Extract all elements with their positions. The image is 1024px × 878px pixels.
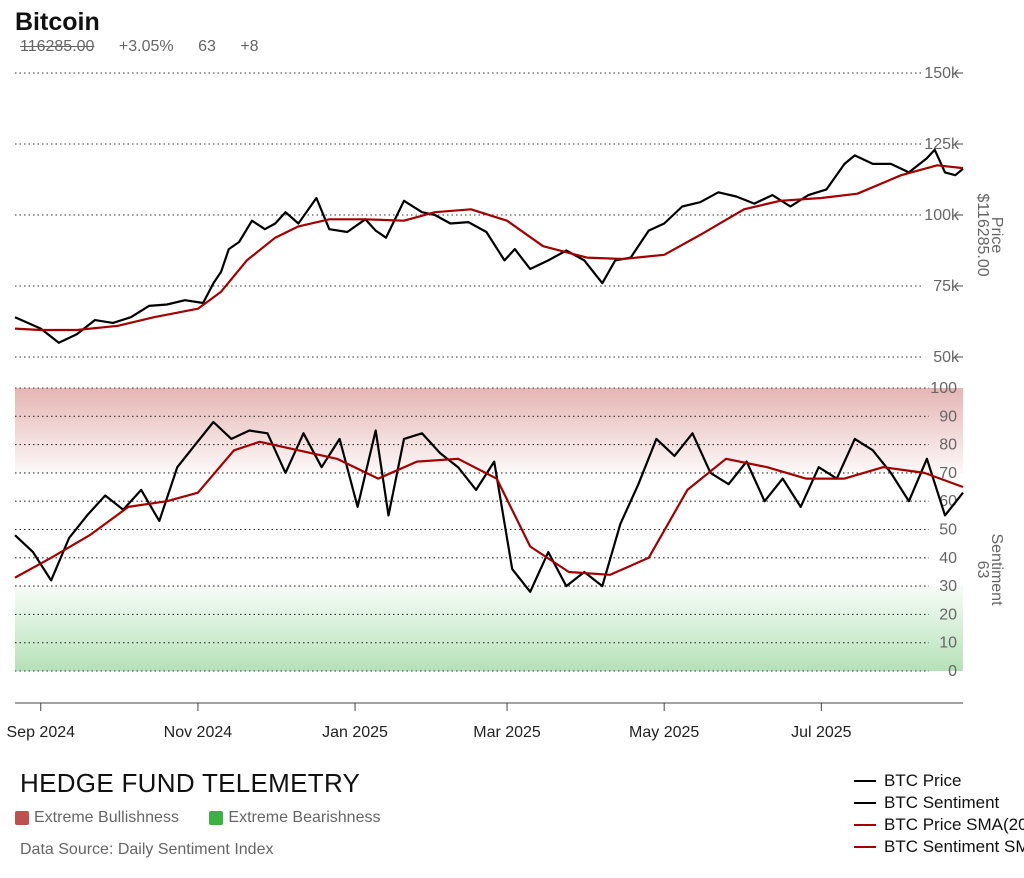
- data-source: Data Source: Daily Sentiment Index: [20, 841, 274, 858]
- current-price: 116285.00: [20, 38, 95, 55]
- extreme-bullish-zone: [15, 388, 963, 473]
- legend: BTC Price BTC Sentiment BTC Price SMA(20…: [854, 770, 1024, 858]
- btc-price-sma-line: [14, 164, 964, 332]
- price-tick-label: 125k: [924, 136, 960, 153]
- legend-label: BTC Sentiment SMA(20): [884, 837, 1024, 856]
- legend-label: BTC Price: [884, 771, 962, 790]
- legend-swatch: [854, 802, 876, 804]
- sentiment-axis-title: Sentiment63: [974, 533, 1005, 606]
- legend-item-price-sma: BTC Price SMA(20): [854, 814, 1024, 836]
- x-tick-label: Jul 2025: [791, 724, 852, 741]
- legend-swatch: [854, 780, 876, 782]
- sentiment-tick-label: 70: [939, 465, 957, 482]
- btc-sentiment-sma-line: [14, 440, 964, 579]
- btc-price-line: [14, 148, 964, 344]
- x-tick-label: Jan 2025: [322, 724, 388, 741]
- axis-title-value: $116285.00: [974, 193, 991, 276]
- bull-label: Extreme Bullishness: [34, 809, 179, 826]
- price-axis-title: Price$116285.00: [974, 193, 1005, 276]
- bull-swatch: [15, 811, 29, 825]
- legend-swatch: [854, 824, 876, 826]
- sentiment-tick-label: 40: [939, 550, 957, 567]
- sentiment-change: +8: [240, 38, 259, 55]
- bear-swatch: [209, 811, 224, 825]
- axis-title-value: 63: [974, 561, 991, 579]
- bear-label: Extreme Bearishness: [228, 809, 381, 826]
- axis-title-label: Sentiment: [988, 533, 1005, 606]
- x-tick-label: May 2025: [629, 724, 699, 741]
- sentiment-tick-label: 20: [939, 606, 957, 623]
- current-sentiment: 63: [198, 38, 216, 55]
- btc-sentiment-line: [14, 420, 964, 593]
- legend-label: BTC Sentiment: [884, 793, 1000, 812]
- sentiment-tick-label: 80: [939, 437, 957, 454]
- legend-item-price: BTC Price: [854, 770, 1024, 792]
- price-tick-label: 75k: [933, 278, 960, 295]
- x-tick-label: Nov 2024: [164, 724, 233, 741]
- price-tick-label: 50k: [933, 349, 960, 366]
- legend-item-sentiment-sma: BTC Sentiment SMA(20): [854, 836, 1024, 858]
- sentiment-tick-label: 10: [939, 635, 957, 652]
- brand-name: HEDGE FUND TELEMETRY: [20, 768, 361, 798]
- price-tick-label: 150k: [924, 65, 960, 82]
- price-tick-label: 100k: [924, 207, 960, 224]
- x-tick-label: Mar 2025: [473, 724, 541, 741]
- zone-key: Extreme Bullishness Extreme Bearishness: [15, 809, 406, 830]
- sentiment-tick-label: 50: [939, 522, 957, 539]
- header-stats: 116285.00 +3.05% 63 +8: [20, 38, 279, 56]
- legend-item-sentiment: BTC Sentiment: [854, 792, 1024, 814]
- sentiment-tick-label: 100: [930, 380, 957, 397]
- zone-key-bear: Extreme Bearishness: [209, 809, 380, 827]
- zone-key-bull: Extreme Bullishness: [15, 809, 179, 827]
- sentiment-tick-label: 30: [939, 578, 957, 595]
- axis-title-label: Price: [988, 217, 1005, 254]
- legend-swatch: [854, 846, 876, 848]
- sentiment-tick-label: 0: [948, 663, 957, 680]
- price-change: +3.05%: [118, 38, 174, 55]
- chart-title: Bitcoin: [15, 8, 100, 36]
- x-tick-label: Sep 2024: [7, 724, 76, 741]
- sentiment-tick-label: 90: [939, 408, 957, 425]
- legend-label: BTC Price SMA(20): [884, 815, 1024, 834]
- extreme-bearish-zone: [15, 586, 963, 671]
